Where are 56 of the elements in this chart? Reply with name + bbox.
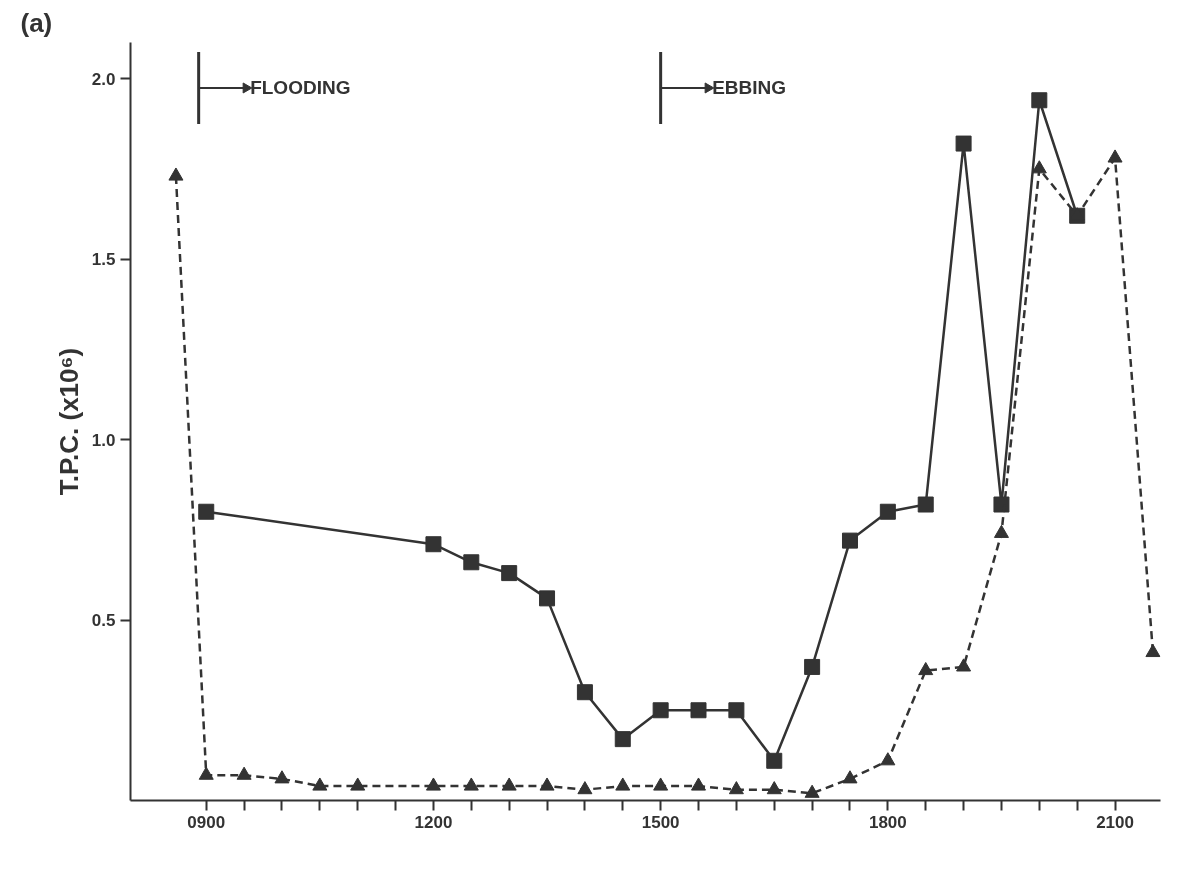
- point: [728, 781, 744, 795]
- ref-line-label: FLOODING: [250, 77, 351, 99]
- point: [842, 770, 858, 784]
- point: [956, 658, 972, 672]
- point: [539, 590, 556, 607]
- y-tick-label: 2.0: [91, 69, 116, 89]
- point: [614, 731, 631, 748]
- point: [350, 777, 366, 791]
- point: [615, 777, 631, 791]
- point: [766, 781, 782, 795]
- point: [841, 532, 858, 549]
- point: [463, 777, 479, 791]
- point: [691, 777, 707, 791]
- point: [1145, 643, 1161, 658]
- point: [804, 784, 820, 798]
- point: [690, 702, 707, 719]
- point: [501, 565, 518, 582]
- y-tick-label: 1.5: [91, 250, 116, 270]
- point: [955, 135, 972, 152]
- point: [168, 167, 184, 181]
- point: [501, 777, 517, 791]
- point: [652, 702, 669, 719]
- point: [917, 496, 934, 513]
- point: [463, 554, 480, 571]
- text: (a): [20, 7, 53, 38]
- point: [993, 496, 1010, 513]
- y-axis-title: T.P.C. (x10⁶): [53, 347, 84, 496]
- point: [236, 766, 252, 780]
- point: [198, 503, 215, 520]
- point: [425, 777, 441, 791]
- point: [312, 777, 328, 791]
- point: [539, 777, 555, 791]
- point: [993, 524, 1009, 538]
- point: [728, 702, 745, 719]
- point: [918, 661, 934, 676]
- point: [1031, 160, 1047, 174]
- point: [198, 766, 214, 780]
- point: [879, 503, 896, 520]
- point: [653, 777, 669, 791]
- ref-line-label: EBBING: [712, 77, 787, 99]
- point: [577, 781, 593, 795]
- point: [274, 770, 290, 784]
- point: [766, 752, 783, 769]
- point: [425, 536, 442, 553]
- y-tick-label: 1.0: [91, 430, 116, 450]
- x-tick-label: 0900: [187, 812, 226, 832]
- x-tick-label: 2100: [1096, 812, 1134, 832]
- x-tick-label: 1500: [641, 812, 680, 832]
- x-tick-label: 1200: [414, 812, 453, 832]
- y-tick-label: 0.5: [91, 611, 116, 631]
- point: [1031, 92, 1048, 109]
- point: [804, 658, 821, 675]
- point: [1107, 149, 1123, 163]
- point: [880, 752, 896, 766]
- point: [576, 684, 593, 701]
- x-tick-label: 1800: [868, 812, 907, 832]
